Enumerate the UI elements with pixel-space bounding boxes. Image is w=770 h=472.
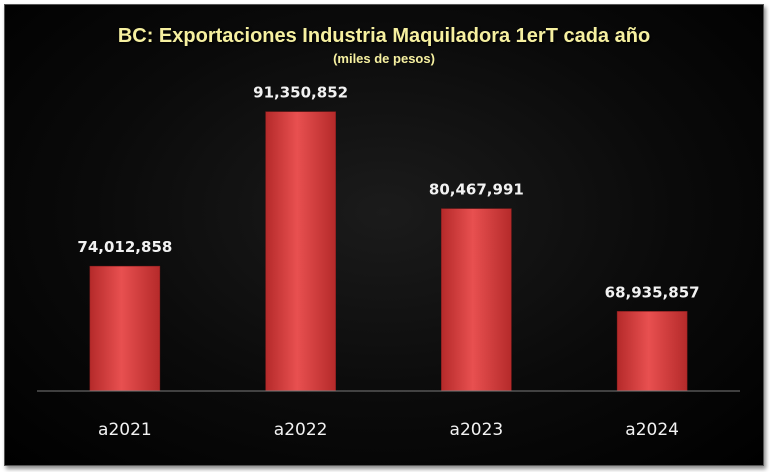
bar-a2022 xyxy=(265,111,336,392)
x-tick-label-a2022: a2022 xyxy=(274,420,328,440)
chart-subtitle: (miles de pesos) xyxy=(333,51,435,66)
data-label-a2021: 74,012,858 xyxy=(77,238,172,256)
x-tick-label-a2024: a2024 xyxy=(625,420,679,440)
bar-a2023 xyxy=(441,208,512,392)
x-tick-label-a2023: a2023 xyxy=(450,420,504,440)
data-label-a2024: 68,935,857 xyxy=(605,283,700,301)
x-tick-label-a2021: a2021 xyxy=(98,420,152,440)
data-label-a2022: 91,350,852 xyxy=(253,84,348,102)
chart-title: BC: Exportaciones Industria Maquiladora … xyxy=(117,25,651,47)
bar-a2021 xyxy=(89,265,161,392)
chart-frame: BC: Exportaciones Industria Maquiladora … xyxy=(4,4,764,466)
bar-chart-plot: 74,012,858 a2021 91,350,852 a2022 80,467,991… xyxy=(37,84,740,440)
bar-a2024 xyxy=(616,311,688,392)
data-label-a2023: 80,467,991 xyxy=(429,181,524,199)
